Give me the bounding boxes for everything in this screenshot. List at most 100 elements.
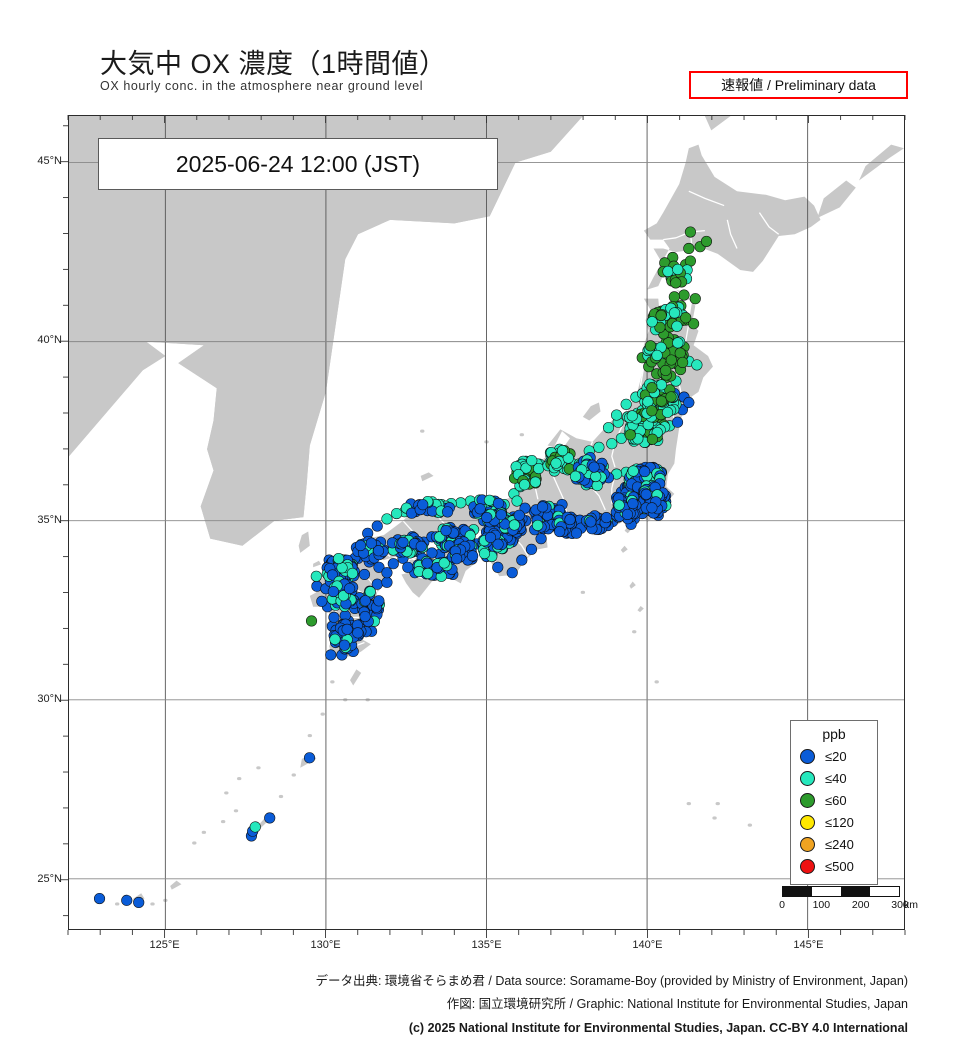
observation-point: [600, 512, 612, 524]
observation-point: [346, 567, 358, 579]
y-axis-tick-label: 40°N: [37, 334, 62, 347]
observation-point: [525, 543, 538, 555]
timestamp-box: 2025-06-24 12:00 (JST): [98, 138, 498, 190]
observation-point: [529, 476, 541, 488]
observation-point: [364, 586, 376, 598]
observation-point: [640, 488, 652, 500]
observation-point: [327, 585, 339, 598]
y-axis-tick-label: 25°N: [37, 872, 62, 885]
observation-point: [337, 590, 350, 602]
observation-point: [671, 416, 684, 428]
observation-point: [303, 752, 316, 764]
observation-point: [316, 595, 328, 607]
observation-point: [373, 561, 385, 573]
observation-point: [688, 318, 700, 330]
observation-point: [532, 519, 544, 531]
observation-point: [333, 552, 345, 565]
scale-bar-segment: [783, 887, 812, 896]
observation-point: [665, 391, 677, 403]
page-title: 大気中 OX 濃度（1時間値）: [100, 49, 447, 79]
scale-bar-track: [782, 886, 900, 897]
observation-point: [344, 582, 356, 595]
observation-point: [585, 516, 597, 528]
observation-point: [620, 398, 632, 410]
observation-point: [627, 497, 639, 510]
x-axis-tick-label: 135°E: [471, 939, 502, 951]
observation-point: [516, 554, 528, 566]
legend-item[interactable]: ≤20: [791, 745, 877, 767]
observation-point: [492, 497, 505, 509]
observation-point: [518, 479, 531, 491]
observation-point: [249, 821, 261, 833]
legend-color-swatch: [800, 792, 815, 808]
legend-color-swatch: [800, 814, 815, 830]
observation-point: [683, 242, 695, 255]
observation-point: [422, 567, 434, 580]
scale-bar-segment: [841, 887, 870, 896]
observation-point: [655, 309, 667, 322]
observation-point: [506, 567, 518, 579]
observation-point: [668, 291, 680, 303]
observation-point: [371, 520, 383, 532]
legend-rows: ≤20 ≤40 ≤60 ≤120 ≤240 ≤500: [791, 745, 877, 877]
observation-point: [662, 406, 674, 418]
observation-point: [593, 441, 605, 453]
observation-point: [639, 466, 651, 478]
observation-point: [626, 410, 638, 422]
observation-point: [526, 454, 538, 467]
legend-color-swatch: [800, 858, 815, 874]
observation-point: [467, 550, 479, 562]
scale-bar: km 0 100 200 300: [779, 886, 918, 915]
observation-point: [674, 347, 686, 359]
observation-point: [627, 465, 639, 477]
observation-point: [329, 633, 341, 645]
legend-item[interactable]: ≤120: [791, 811, 877, 833]
observation-point: [700, 235, 713, 247]
scale-bar-unit: km: [904, 899, 918, 911]
legend-panel: ppb ≤20 ≤40 ≤60 ≤120 ≤240 ≤500: [790, 720, 878, 885]
observation-point: [689, 293, 701, 305]
observation-point: [646, 433, 658, 445]
legend-item-label: ≤500: [825, 858, 854, 874]
y-axis-tick-label: 30°N: [37, 693, 62, 706]
scale-bar-tick-label: 300: [891, 899, 909, 911]
observation-point: [672, 337, 684, 349]
legend-item[interactable]: ≤60: [791, 789, 877, 811]
observation-point: [654, 321, 666, 333]
map-plot-area[interactable]: [68, 115, 905, 930]
legend-item-label: ≤240: [825, 836, 854, 852]
observation-point: [359, 611, 371, 623]
legend-item[interactable]: ≤240: [791, 833, 877, 855]
legend-color-swatch: [800, 836, 815, 852]
observation-point: [671, 320, 683, 332]
y-axis-tick-label: 35°N: [37, 513, 62, 526]
observation-point: [537, 501, 549, 513]
x-axis-tick-label: 140°E: [632, 939, 663, 951]
observation-point: [611, 409, 623, 421]
observation-point: [590, 470, 602, 483]
legend-item[interactable]: ≤500: [791, 855, 877, 877]
observation-point: [670, 277, 682, 289]
observation-point: [562, 452, 574, 464]
observation-point: [492, 538, 504, 550]
observation-point: [325, 649, 337, 661]
footer-graphic-credit: 作図: 国立環境研究所 / Graphic: National Institut…: [446, 997, 908, 1011]
observation-point: [678, 289, 690, 301]
legend-color-swatch: [800, 770, 815, 786]
legend-item-label: ≤40: [825, 770, 847, 786]
observation-point: [655, 395, 667, 407]
observation-point: [359, 595, 371, 607]
x-axis-tick-label: 125°E: [149, 939, 180, 951]
observation-point: [381, 567, 393, 579]
observation-point: [646, 382, 658, 394]
scale-bar-segment: [812, 887, 841, 896]
observation-point: [481, 511, 493, 524]
legend-item[interactable]: ≤40: [791, 767, 877, 789]
observation-point: [588, 461, 600, 473]
observation-point: [387, 558, 399, 570]
japan-map-svg: [69, 116, 904, 929]
observation-point: [305, 615, 318, 627]
observation-points: [93, 226, 713, 909]
observation-point: [336, 562, 348, 574]
legend-item-label: ≤20: [825, 748, 847, 764]
